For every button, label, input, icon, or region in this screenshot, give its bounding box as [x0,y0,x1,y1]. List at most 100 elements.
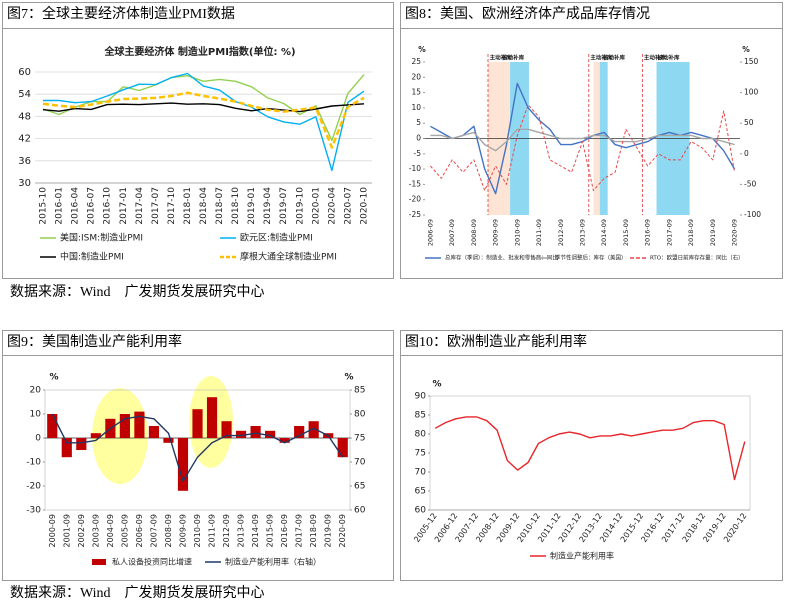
y-tick-label: 36 [18,156,31,167]
x-tick-label: 2020-01 [311,187,321,225]
y-axis-unit: % [432,380,441,390]
bar [221,421,232,438]
y-tick-label: -5 [414,149,422,158]
series-line [51,413,344,482]
x-tick-label: 2015-09 [266,514,275,547]
y-tick-label: 5 [416,118,421,127]
y-tick-label: -20 [409,195,421,204]
legend-swatch [92,559,106,565]
x-tick-label: 2007-09 [448,219,456,246]
bar [61,438,72,458]
y-tick-label: 75 [415,449,426,459]
y2-tick-label: 100 [744,88,759,97]
bar [308,421,319,438]
bar [265,430,276,438]
y-tick-label: 54 [18,89,31,100]
x-tick-label: 2006-09 [135,514,144,547]
series-line [430,128,735,152]
x-tick-label: 2012-09 [222,514,231,547]
bar [279,438,290,443]
y-tick-label: 30 [18,178,31,189]
x-tick-label: 2020-09 [731,219,739,246]
x-tick-label: 2019-07 [279,187,289,225]
x-tick-label: 2018-01 [183,187,193,225]
figure-caption: 图9：美国制造业产能利用率 [7,333,182,350]
y2-tick-label: 60 [354,506,366,516]
y-tick-label: 20 [30,386,42,396]
legend-label: 欧元区:制造业PMI [240,232,313,244]
x-tick-label: 2015-10 [39,187,49,225]
y-tick-label: -10 [26,458,41,468]
bar [235,430,247,438]
x-tick-label: 2020-04 [327,187,337,225]
x-tick-label: 2016-04 [71,187,81,225]
legend-label: 季节性调整后：库存（美国） [555,254,627,262]
legend-label: RTO：欧盟日前库存存量：同比（右） [650,254,744,262]
y2-tick-label: 85 [354,386,365,396]
x-tick-label: 2016-09 [280,514,289,547]
x-tick-label: 2000-09 [48,514,57,547]
x-tick-label: 2005-09 [120,514,129,547]
y-tick-label: -15 [409,179,421,188]
bar [119,414,130,438]
x-tick-label: 2016-07 [87,187,97,225]
x-tick-label: 2006-09 [426,219,434,246]
bar [76,438,87,450]
annotation: 被动补库 [603,54,626,62]
x-tick-label: 2009-09 [178,514,187,547]
y-axis-unit: % [418,45,426,54]
x-tick-label: 2019-10 [295,187,305,225]
y-tick-label: 15 [411,88,421,97]
y-tick-label: 80 [415,430,427,440]
chart: 图10：欧洲制造业产能利用率60657075808590%2005-122006… [405,333,751,561]
y-tick-label: -30 [26,506,41,516]
x-tick-label: 2016-10 [103,187,113,225]
plot-frame [44,389,351,511]
x-tick-label: 2009-09 [492,219,500,246]
bar [337,438,348,458]
y-tick-label: -25 [409,210,421,219]
x-tick-label: 2017-10 [167,187,177,225]
x-tick-label: 2014-09 [251,514,260,547]
x-tick-label: 2003-09 [91,514,100,547]
y-tick-label: 85 [415,411,426,421]
bar [163,438,174,443]
y-tick-label: 20 [411,72,421,81]
chart: 图9：美国制造业产能利用率 -30 -20 -10 0 10 20 60 65 70 75 80 85%… [7,333,366,566]
bar [177,438,189,491]
x-tick-label: 2018-04 [199,187,209,225]
x-tick-label: 2004-09 [106,514,115,547]
x-tick-label: 2007-09 [149,514,158,547]
x-tick-label: 2011-09 [208,514,217,547]
y2-tick-label: 150 [744,57,759,66]
y-tick-label: 0 [416,134,421,143]
x-tick-label: 2014-09 [600,219,608,246]
y-tick-label: 65 [415,487,426,497]
y-tick-label: 70 [415,468,427,478]
x-tick-label: 2013-09 [237,514,246,547]
y-tick-label: 10 [30,410,42,420]
bar [294,426,305,438]
y-tick-label: 10 [411,103,421,112]
bar [134,411,145,438]
x-tick-label: 2020-09 [338,514,347,547]
x-tick-label: 2002-09 [77,514,86,547]
y2-axis-unit: % [742,45,750,54]
legend-label: 美国:ISM:制造业PMI [60,232,143,244]
y-tick-label: 90 [415,392,427,402]
legend-label: 制造业产能利用率 [550,551,614,561]
bar [90,433,101,438]
y-tick-label: 48 [18,111,31,122]
annotation: 主动补库 [590,54,613,62]
y2-axis-unit: % [344,373,353,383]
x-tick-label: 2019-09 [709,219,717,246]
x-tick-label: 2016-01 [55,187,65,225]
y2-tick-label: -50 [744,179,756,188]
x-tick-label: 2017-09 [665,219,673,246]
x-tick-label: 2018-09 [309,514,318,547]
y2-tick-label: 65 [354,482,365,492]
x-tick-label: 2019-01 [247,187,257,225]
y-tick-label: 25 [411,57,421,66]
